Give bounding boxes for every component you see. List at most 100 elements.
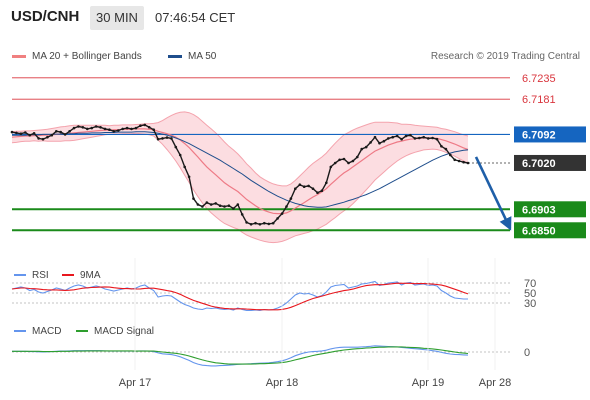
- rsi-9ma-line: [11, 282, 469, 311]
- price-point: [81, 126, 85, 129]
- price-point: [41, 137, 45, 141]
- price-point: [205, 201, 209, 204]
- price-point: [444, 147, 448, 151]
- price-point: [360, 147, 364, 151]
- price-point: [156, 137, 160, 141]
- date-label: Apr 28: [479, 377, 511, 389]
- price-point: [121, 127, 124, 131]
- ma20-line: [11, 128, 469, 215]
- price-point: [280, 212, 284, 215]
- price-point: [50, 133, 54, 137]
- timeframe-button[interactable]: 30 MIN: [90, 6, 144, 30]
- price-point: [320, 189, 324, 192]
- price-point: [258, 223, 262, 226]
- price-point: [46, 135, 49, 139]
- price-point: [294, 187, 297, 190]
- price-point: [307, 184, 310, 188]
- price-point: [422, 135, 426, 139]
- bollinger-upper-line: [11, 111, 469, 187]
- price-point: [94, 125, 98, 128]
- chart-header: USD/CNH 30 MIN 07:46:54 CET: [0, 0, 590, 36]
- price-level-label-6.7235: 6.7235: [522, 73, 556, 85]
- date-label: Apr 17: [119, 377, 151, 389]
- price-point: [466, 161, 470, 165]
- price-point: [457, 159, 461, 163]
- bollinger-label: MA 20 + Bollinger Bands: [32, 51, 142, 62]
- macd-line: [12, 345, 469, 367]
- price-level-label-6.7092: 6.7092: [522, 129, 556, 141]
- price-level-tag-6.6850: [514, 222, 586, 239]
- price-point: [413, 137, 417, 140]
- price-point: [449, 153, 452, 157]
- macd-label: MACD: [32, 326, 61, 337]
- price-point: [285, 205, 288, 208]
- price-point: [387, 137, 390, 140]
- price-point: [72, 126, 76, 130]
- price-level-label-6.7181: 6.7181: [522, 94, 556, 106]
- price-point: [409, 133, 412, 137]
- price-point: [263, 221, 266, 225]
- price-point: [245, 221, 248, 224]
- date-label: Apr 18: [266, 377, 298, 389]
- price-point: [462, 160, 465, 164]
- price-point: [214, 202, 217, 205]
- rsi-9ma-label: 9MA: [80, 270, 101, 281]
- price-level-tag-6.7092: [514, 126, 586, 143]
- price-point: [329, 165, 333, 169]
- price-point: [32, 132, 36, 135]
- price-point: [117, 129, 120, 132]
- price-point: [347, 161, 350, 165]
- price-point: [351, 159, 355, 163]
- price-point: [223, 205, 226, 208]
- price-point: [147, 126, 151, 129]
- price-point: [369, 141, 372, 144]
- price-point: [302, 185, 306, 188]
- price-point: [196, 203, 200, 206]
- price-point: [338, 158, 341, 162]
- ma50-swatch: [168, 55, 182, 58]
- price-point: [271, 221, 275, 225]
- price-point: [232, 207, 235, 210]
- price-point: [143, 123, 147, 127]
- price-point: [19, 132, 23, 135]
- price-point: [139, 124, 142, 127]
- macd-zero-label: 0: [524, 347, 530, 359]
- price-point: [440, 145, 443, 148]
- price-point: [201, 205, 204, 208]
- rsi-line: [11, 280, 468, 312]
- price-point: [298, 183, 302, 186]
- price-level-tag-6.7020: [514, 154, 586, 171]
- price-point: [77, 125, 80, 128]
- instrument-name: USD/CNH: [11, 8, 80, 25]
- price-point: [356, 155, 359, 159]
- price-point: [311, 187, 315, 190]
- price-point: [24, 131, 27, 134]
- price-point: [236, 203, 240, 206]
- price-point: [418, 136, 421, 140]
- price-point: [134, 126, 138, 130]
- price-point: [382, 139, 386, 143]
- price-point: [108, 128, 111, 131]
- price-level-label-6.6850: 6.6850: [522, 225, 556, 237]
- price-point: [435, 137, 439, 141]
- price-point: [240, 213, 244, 216]
- price-point: [267, 222, 271, 226]
- price-point: [404, 134, 408, 138]
- price-point: [161, 137, 164, 140]
- price-point: [165, 136, 169, 139]
- price-point: [183, 165, 186, 169]
- price-point: [130, 127, 133, 131]
- price-point: [152, 128, 155, 131]
- price-point: [55, 130, 58, 133]
- price-point: [112, 130, 116, 133]
- price-point: [170, 137, 173, 140]
- price-point: [400, 137, 403, 141]
- price-point: [364, 145, 368, 149]
- price-level-tag-6.6903: [514, 201, 586, 218]
- price-point: [218, 204, 222, 207]
- price-point: [178, 153, 182, 157]
- price-point: [426, 137, 430, 140]
- price-point: [125, 126, 129, 130]
- price-point: [316, 191, 319, 194]
